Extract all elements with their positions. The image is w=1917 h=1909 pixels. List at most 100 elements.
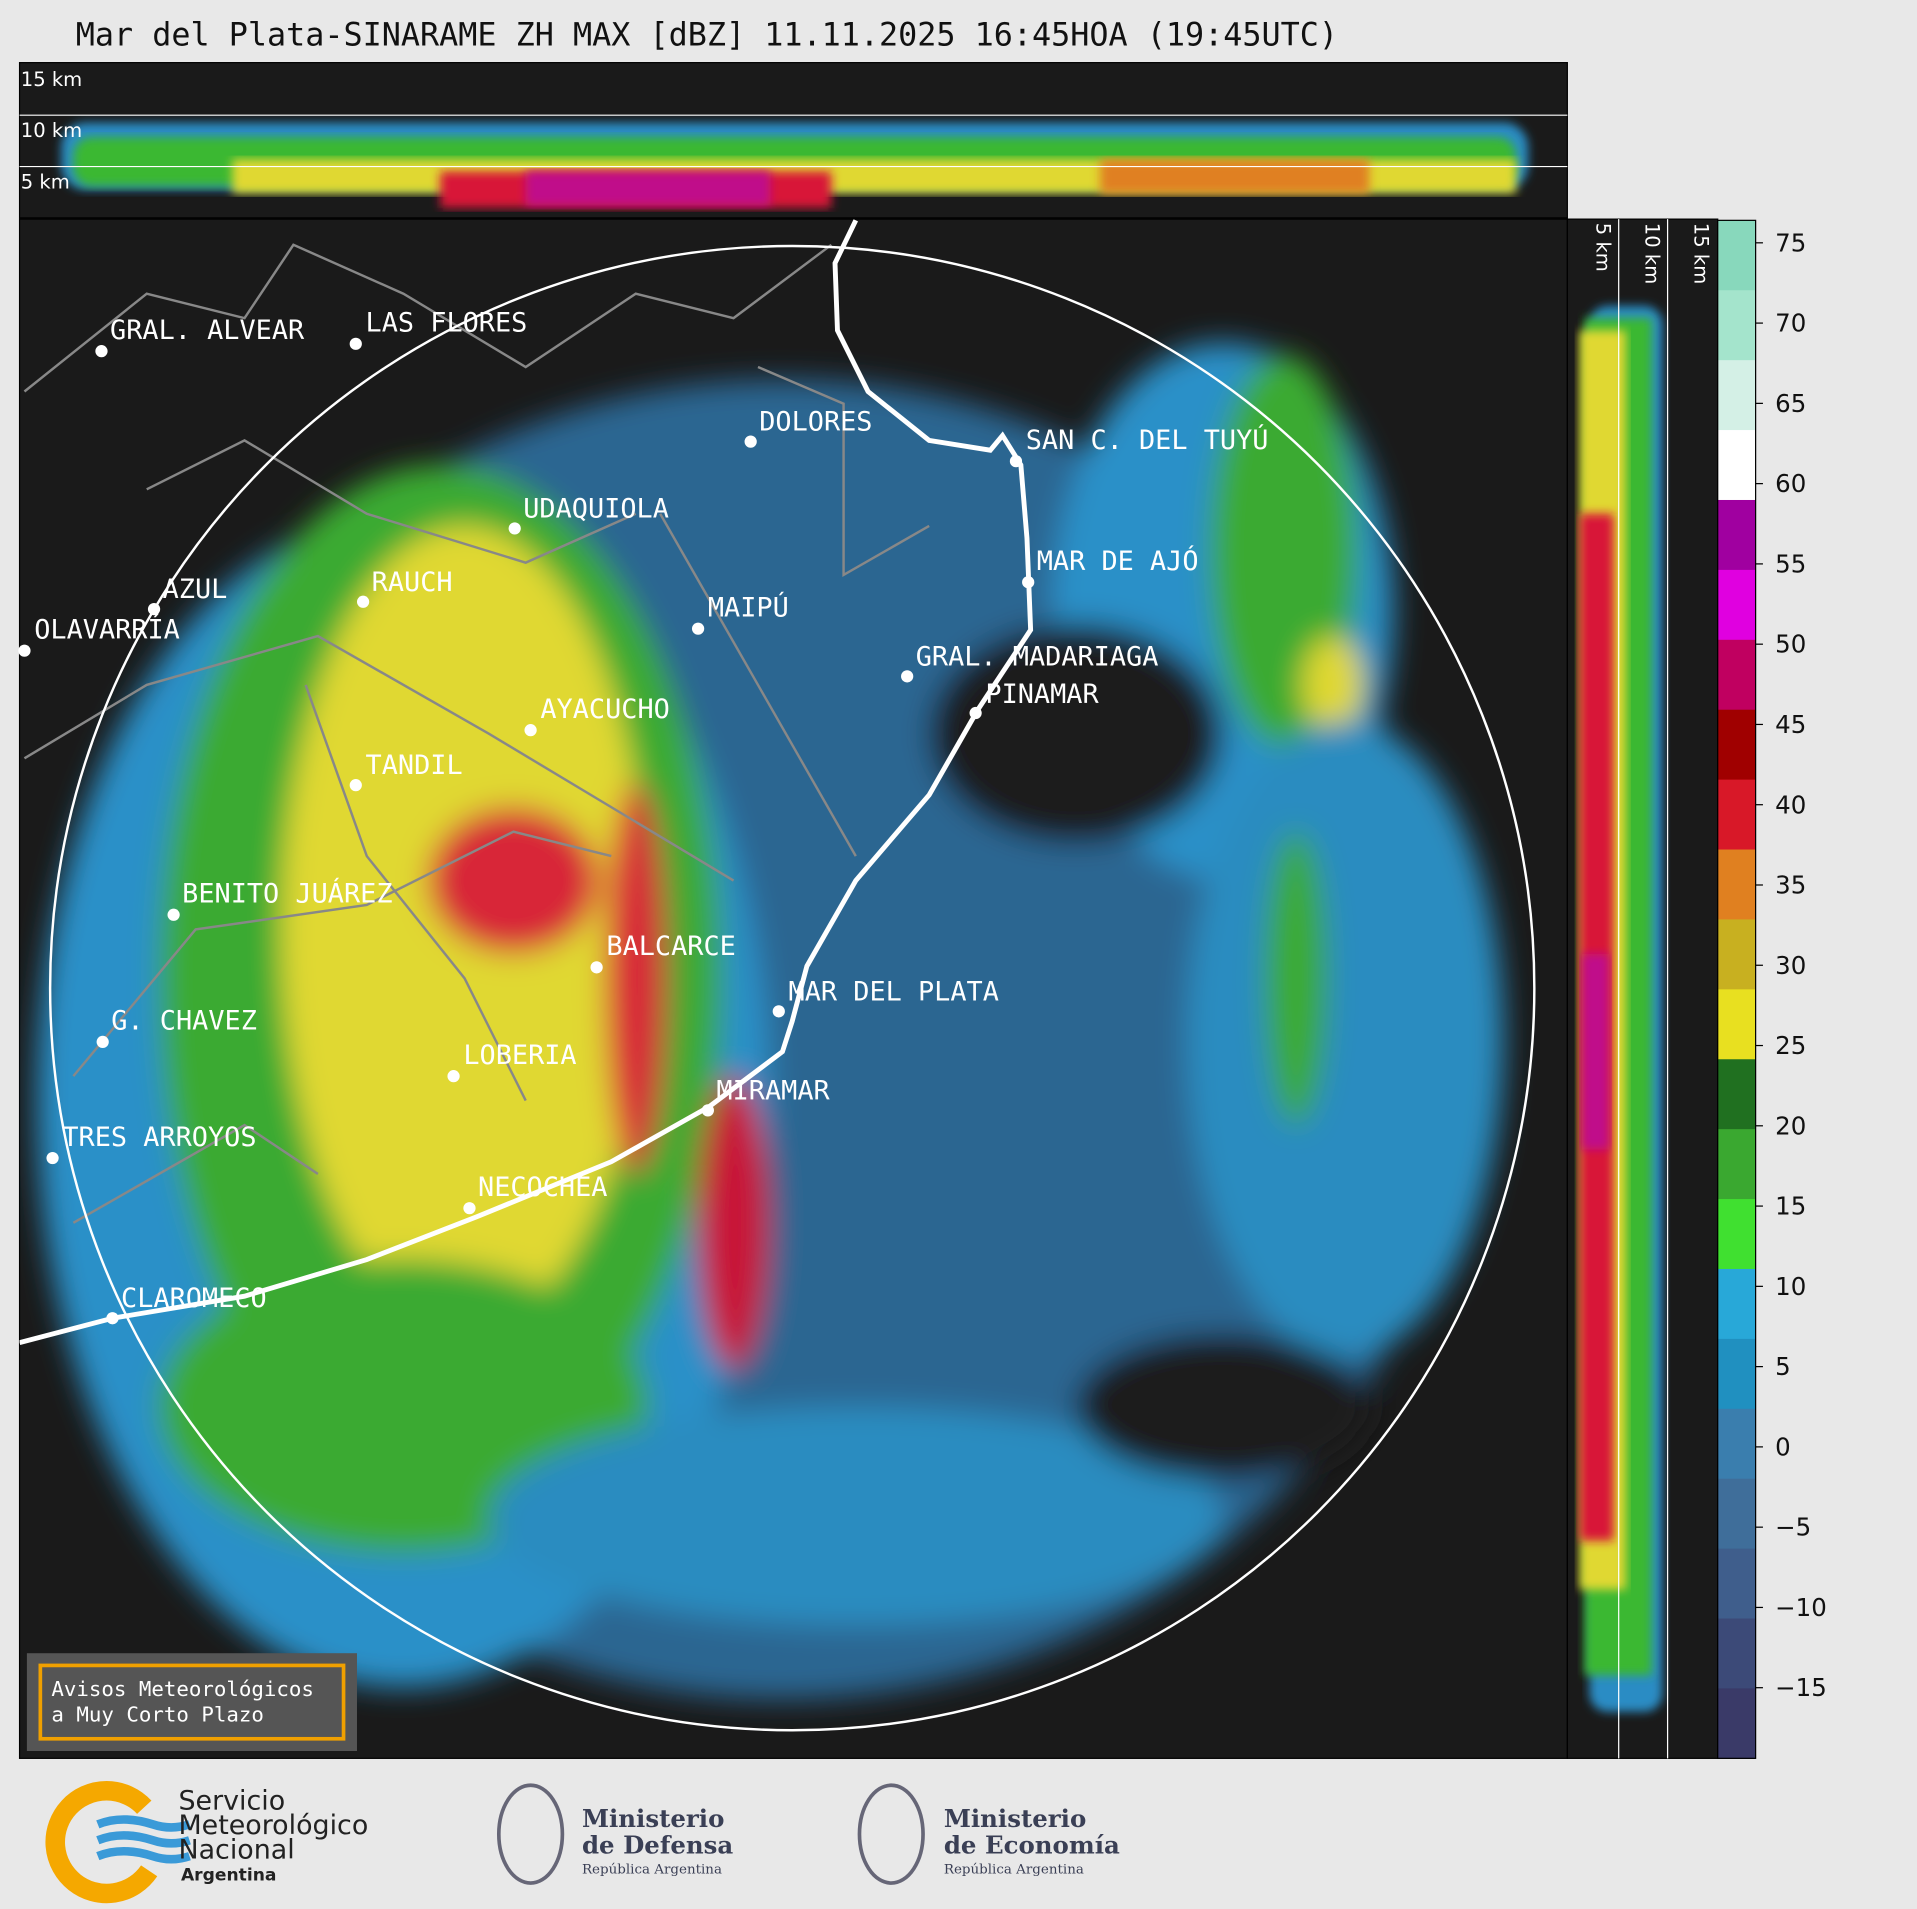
crest xyxy=(496,1783,565,1885)
top-echoes xyxy=(61,122,1529,209)
height-label: 15 km xyxy=(1689,223,1712,284)
colorbar-tick-label: 30 xyxy=(1775,951,1806,980)
city-label: GRAL. ALVEAR xyxy=(110,315,305,346)
colorbar-band xyxy=(1717,1129,1756,1200)
colorbar-tick-label: −5 xyxy=(1775,1513,1811,1542)
colorbar-band xyxy=(1717,569,1756,641)
city-dot xyxy=(590,961,603,974)
footer-text: de Defensa xyxy=(582,1831,733,1860)
height-label: 5 km xyxy=(1592,223,1615,272)
notice-line: Avisos Meteorológicos xyxy=(51,1677,314,1701)
footer-text: Meteorológico xyxy=(178,1810,368,1841)
city-label: G. CHAVEZ xyxy=(111,1006,257,1037)
city-label: BALCARCE xyxy=(606,931,735,962)
notice-line: a Muy Corto Plazo xyxy=(51,1703,264,1727)
city-dot xyxy=(167,908,180,921)
city-dot xyxy=(901,670,914,683)
city-label: PINAMAR xyxy=(985,679,1099,710)
range-ring xyxy=(48,244,1536,1732)
city-label: BENITO JUÁREZ xyxy=(182,878,392,910)
colorbar-band xyxy=(1717,1059,1756,1130)
city-dot xyxy=(691,622,705,635)
height-label: 10 km xyxy=(21,119,82,142)
colorbar-band xyxy=(1717,360,1756,431)
colorbar-band xyxy=(1717,1338,1756,1410)
cities: GRAL. ALVEAR LAS FLORES DOLORES SAN C. DEL … xyxy=(18,308,1268,1325)
city-label: MAR DEL PLATA xyxy=(789,976,999,1007)
colorbar-band xyxy=(1717,1268,1756,1340)
city-label: GRAL. MADARIAGA xyxy=(916,641,1159,672)
city-dot xyxy=(147,603,161,616)
footer-text: Servicio xyxy=(178,1786,285,1817)
colorbar-band xyxy=(1717,430,1756,501)
city-dot xyxy=(349,337,362,350)
city-label: MAR DE AJÓ xyxy=(1037,545,1199,577)
city-dot xyxy=(356,595,370,608)
colorbar-tick-label: 55 xyxy=(1775,549,1806,578)
colorbar-tick-label: 15 xyxy=(1775,1192,1806,1221)
colorbar-tick-label: 75 xyxy=(1775,228,1806,257)
city-label: NECOCHEA xyxy=(478,1172,607,1203)
city-label: UDAQUIOLA xyxy=(523,493,669,524)
city-dot xyxy=(772,1005,785,1018)
colorbar-tick-label: 10 xyxy=(1775,1272,1806,1301)
footer-text: Argentina xyxy=(181,1866,276,1886)
colorbar-tick-label: 5 xyxy=(1775,1352,1791,1381)
city-dot xyxy=(447,1070,460,1083)
city-dot xyxy=(1009,455,1023,468)
footer-text: República Argentina xyxy=(944,1862,1084,1877)
colorbar-band xyxy=(1717,499,1756,571)
side-echoes xyxy=(1579,305,1663,1712)
city-dot xyxy=(18,644,31,657)
city-label: LAS FLORES xyxy=(366,308,528,339)
city-dot xyxy=(95,345,108,358)
city-dot xyxy=(349,779,362,792)
boundaries xyxy=(23,243,930,1224)
city-label: TANDIL xyxy=(366,750,463,781)
height-label: 5 km xyxy=(21,171,70,194)
footer-text: de Economía xyxy=(944,1831,1120,1860)
footer-text: Ministerio xyxy=(582,1804,724,1833)
colorbar-tick-label: 0 xyxy=(1775,1432,1791,1461)
footer-text: Nacional xyxy=(178,1835,294,1866)
colorbar-band xyxy=(1717,1408,1756,1480)
city-dot xyxy=(969,706,982,720)
colorbar-band xyxy=(1717,779,1756,851)
city-dot xyxy=(463,1202,476,1215)
notice-frame xyxy=(38,1663,346,1741)
colorbar-tick-label: 50 xyxy=(1775,630,1806,659)
title: Mar del Plata-SINARAME ZH MAX [dBZ] 11.1… xyxy=(76,18,1338,54)
colorbar-tick-label: −15 xyxy=(1775,1673,1827,1702)
city-label: DOLORES xyxy=(759,407,872,438)
city-dot xyxy=(96,1035,109,1049)
colorbar-band xyxy=(1717,220,1756,291)
colorbar-band xyxy=(1717,989,1756,1060)
colorbar-tick-label: 65 xyxy=(1775,389,1806,418)
city-dot xyxy=(701,1104,714,1117)
city-dot xyxy=(524,724,537,737)
height-label: 10 km xyxy=(1641,223,1664,284)
city-label: CLAROMECO xyxy=(121,1283,267,1314)
colorbar-band xyxy=(1717,919,1756,990)
smn-logo xyxy=(45,1781,191,1904)
colorbar-tick-label: 60 xyxy=(1775,469,1806,498)
city-label: OLAVARRÍA xyxy=(34,613,180,645)
colorbar-band xyxy=(1717,290,1756,361)
city-dot xyxy=(106,1312,119,1325)
colorbar-band xyxy=(1717,1548,1756,1620)
colorbar-frame xyxy=(1717,219,1757,1759)
city-dot xyxy=(508,522,521,535)
city-dot xyxy=(46,1151,59,1165)
city-label: AYACUCHO xyxy=(540,694,669,725)
colorbar-tick-label: −10 xyxy=(1775,1593,1827,1622)
colorbar-band xyxy=(1717,849,1756,921)
city-label: AZUL xyxy=(163,574,228,605)
colorbar-band xyxy=(1717,709,1756,781)
colorbar-tick-label: 25 xyxy=(1775,1031,1806,1060)
colorbar-band xyxy=(1717,1199,1756,1270)
colorbar-band xyxy=(1717,1618,1756,1690)
colorbar-band xyxy=(1717,1478,1756,1550)
city-dot xyxy=(744,435,757,448)
